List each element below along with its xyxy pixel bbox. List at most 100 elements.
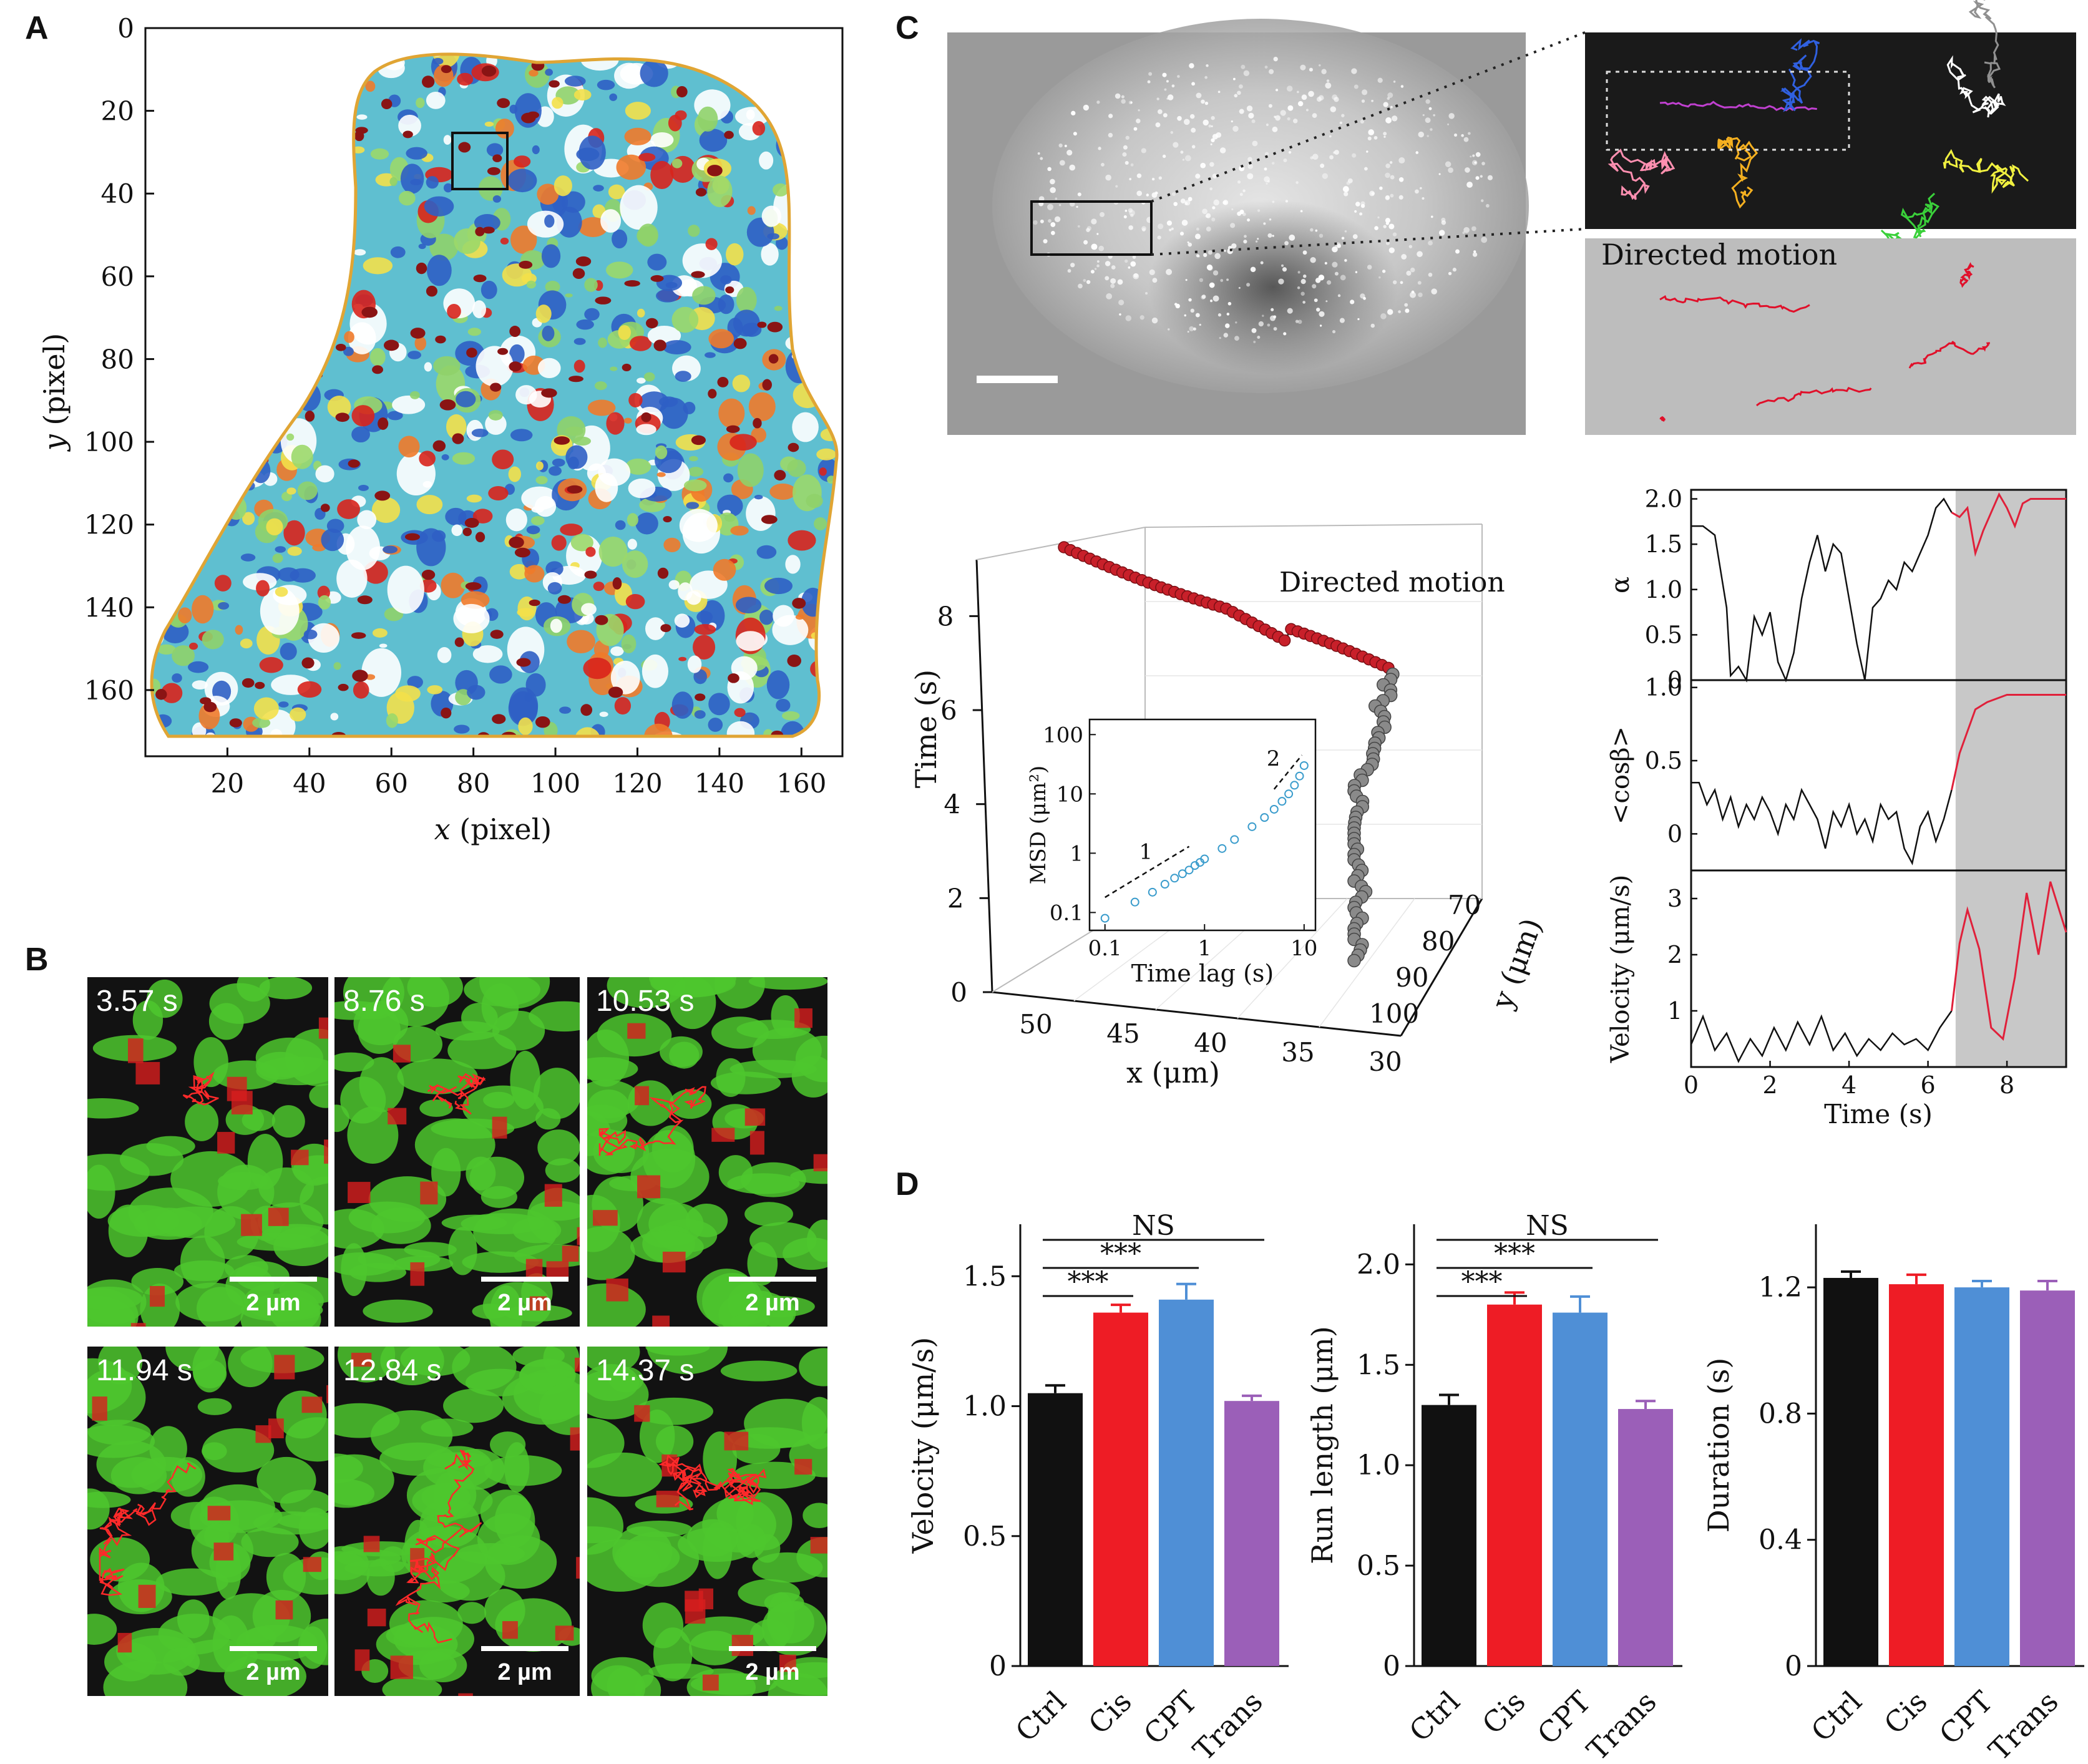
frame-timestamp: 3.57 s	[96, 985, 178, 1018]
tick-label-y: 0	[1785, 1650, 1802, 1682]
significance-label: ***	[1461, 1266, 1503, 1298]
series-line-directed	[1951, 881, 2067, 1041]
frame-timestamp: 8.76 s	[343, 985, 425, 1018]
frame-scale-label: 2 µm	[246, 1659, 300, 1685]
bar	[1618, 1409, 1673, 1666]
particle-trajectory	[395, 1449, 482, 1644]
msd-point	[1290, 781, 1299, 790]
cell-micrograph	[947, 19, 1529, 435]
particle-trajectory	[182, 1071, 219, 1106]
msd-point	[1217, 844, 1227, 853]
tick-label-y: 160	[84, 675, 134, 706]
tick-label-y: 0.5	[1645, 747, 1682, 774]
frame-scale-bar	[729, 1277, 816, 1282]
tick-label-x: 50	[1019, 1009, 1052, 1040]
tick-label-x: 80	[457, 768, 490, 799]
heatmap-roi-box	[451, 132, 509, 190]
frame-timestamp: 12.84 s	[343, 1354, 441, 1387]
axis-label-y: y (pixel)	[37, 333, 71, 452]
tick-label-x: Trans	[1186, 1685, 1269, 1762]
tick-label-y: 1.2	[1759, 1272, 1802, 1304]
msd-point	[1277, 797, 1287, 806]
tick-label-y: 1.5	[1645, 530, 1682, 558]
panel-d-letter: D	[895, 1166, 919, 1202]
series-line-directed	[1951, 492, 2066, 557]
micro-frame: 14.37 s 2 µm	[587, 1347, 827, 1696]
tick-label-y: 0.4	[1759, 1524, 1802, 1556]
micro-frame: 11.94 s 2 µm	[87, 1347, 328, 1696]
tick-label-x: 40	[293, 768, 326, 799]
tick-label-y: 1.0	[1645, 576, 1682, 603]
msd-point	[1170, 874, 1179, 883]
tick-label-x: Trans	[1580, 1685, 1662, 1762]
axis-label-y: α	[1606, 577, 1635, 593]
tick-label-z: 0	[950, 977, 967, 1008]
frame-timestamp: 10.53 s	[596, 985, 694, 1018]
tick-label-y: 1.0	[1357, 1450, 1400, 1481]
frame-timestamp: 11.94 s	[96, 1354, 192, 1387]
tick-label-x: Cis	[1878, 1685, 1934, 1741]
micrograph-roi-box	[1030, 200, 1153, 256]
inset-tick-x: 1	[1198, 936, 1211, 961]
micro-frame: 10.53 s 2 µm	[587, 977, 827, 1327]
panel-b-letter: B	[25, 942, 49, 978]
tick-label-y: 0.8	[1759, 1398, 1802, 1430]
axis-label-x: Time (s)	[1824, 1099, 1933, 1129]
axis-label-y: Run length (μm)	[1305, 1326, 1339, 1564]
tick-label-y: 120	[84, 510, 134, 540]
micro-frame: 8.76 s 2 µm	[334, 977, 580, 1327]
tick-label-y: 80	[101, 344, 134, 374]
tick-label-x: Cis	[1476, 1685, 1532, 1741]
frame-scale-bar	[481, 1646, 568, 1651]
tick-label-y: 0.5	[1645, 621, 1682, 648]
bar	[1159, 1299, 1214, 1666]
inset-tick-y: 1	[1070, 841, 1083, 866]
tick-label-y: 0.5	[963, 1521, 1007, 1552]
directed-shade	[1955, 490, 2066, 680]
tick-label-z: 4	[944, 789, 960, 820]
inset-tick-y: 100	[1043, 723, 1083, 748]
directed-shade	[1955, 680, 2066, 870]
tick-label-x: 160	[776, 768, 826, 799]
msd-point	[1184, 865, 1194, 875]
tick-label-y: 2.0	[1357, 1249, 1400, 1280]
tick-label-x: 8	[1999, 1071, 2014, 1099]
tick-label-x: 6	[1920, 1071, 1935, 1099]
diffusive-point	[1347, 953, 1361, 968]
particle-trajectory	[658, 1454, 767, 1511]
axis-label-y: Velocity (μm/s)	[906, 1337, 940, 1554]
bar	[1422, 1405, 1476, 1666]
msd-point	[1200, 854, 1209, 864]
slope-label-2: 2	[1267, 746, 1281, 771]
significance-label: NS	[1132, 1210, 1175, 1242]
msd-point	[1260, 813, 1269, 822]
particle-trajectory	[98, 1462, 197, 1596]
directed-point	[1278, 634, 1291, 647]
tick-label-y: 1.5	[963, 1260, 1007, 1292]
tick-label-y: 2.0	[1645, 485, 1682, 513]
tick-label-x: 60	[375, 768, 408, 799]
significance-label: NS	[1526, 1210, 1569, 1242]
cell-boundary	[150, 52, 839, 738]
tick-label-x: 100	[530, 768, 580, 799]
tick-label-y: 1	[1667, 997, 1682, 1025]
significance-label: ***	[1068, 1266, 1109, 1298]
tick-label-y: 0	[117, 13, 134, 44]
particle-trajectory	[427, 1073, 486, 1115]
tick-label-x: 120	[612, 768, 662, 799]
frame-scale-bar	[230, 1646, 317, 1651]
tick-label-y: 90	[1395, 962, 1428, 993]
tick-label-x: 140	[695, 768, 744, 799]
tick-label-y: 60	[101, 261, 134, 292]
tick-label-y: 3	[1667, 885, 1682, 912]
tick-label-x: Cis	[1082, 1685, 1138, 1741]
tick-label-z: 6	[940, 695, 957, 726]
tick-label-x: 0	[1684, 1071, 1699, 1099]
inset-tick-y: 0.1	[1050, 900, 1083, 925]
directed-motion-label: Directed motion	[1601, 238, 1837, 271]
msd-point	[1269, 804, 1279, 814]
axis-label-x: x (μm)	[1126, 1056, 1220, 1089]
